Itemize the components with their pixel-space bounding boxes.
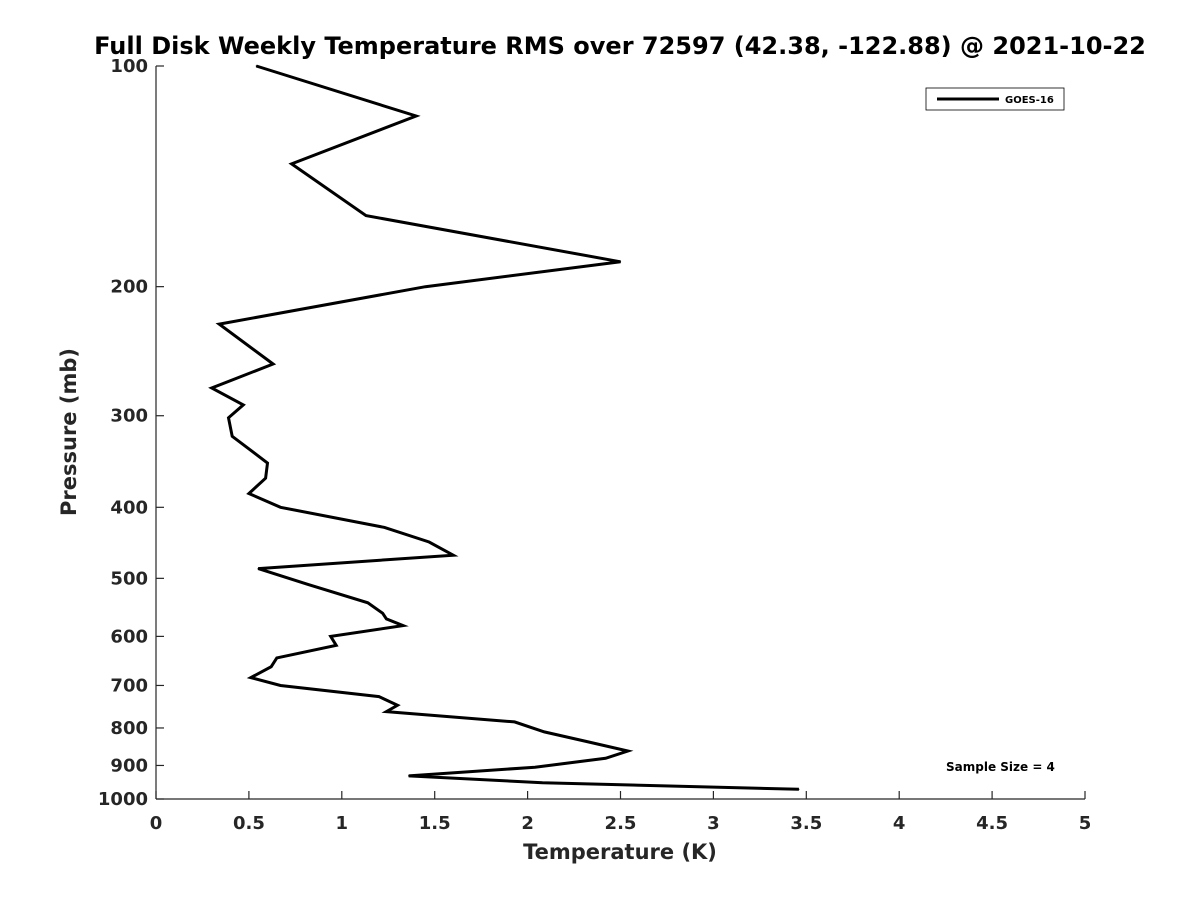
data-point <box>513 721 516 723</box>
data-point <box>211 387 213 389</box>
data-point <box>543 731 545 733</box>
data-point <box>424 286 427 288</box>
x-tick-label: 3.5 <box>790 813 822 834</box>
x-tick-label: 5 <box>1079 813 1092 834</box>
data-point <box>385 711 387 713</box>
data-point <box>272 363 274 365</box>
data-point <box>335 644 337 646</box>
y-tick-label: 200 <box>110 277 148 298</box>
data-point <box>627 750 629 752</box>
data-point <box>605 757 607 759</box>
data-point <box>250 677 252 679</box>
data-point <box>276 657 278 659</box>
data-point <box>415 115 417 117</box>
data-point <box>396 704 399 706</box>
x-ticks: 0 0.5 1 1.5 2 2.5 3 3.5 4 4.5 5 <box>150 791 1092 834</box>
data-point <box>367 602 369 604</box>
data-point <box>257 568 259 570</box>
data-point <box>291 163 293 165</box>
data-point <box>248 492 250 495</box>
y-tick-label: 800 <box>110 718 148 739</box>
y-tick-label: 400 <box>110 497 148 518</box>
legend: GOES-16 <box>925 87 1065 111</box>
data-point <box>265 477 267 479</box>
x-axis-label: Temperature (K) <box>523 840 717 864</box>
data-point <box>365 215 367 217</box>
data-point <box>383 526 386 528</box>
data-point <box>534 766 536 768</box>
data-point <box>378 696 380 698</box>
data-point <box>385 618 387 620</box>
data-point <box>330 635 332 637</box>
y-tick-label: 1000 <box>98 789 148 810</box>
y-tick-label: 900 <box>110 755 148 776</box>
chart-title: Full Disk Weekly Temperature RMS over 72… <box>94 32 1146 60</box>
x-tick-label: 0 <box>150 813 163 834</box>
y-tick-label: 100 <box>110 56 148 77</box>
series-line-goes-16 <box>208 64 799 791</box>
y-tick-label: 300 <box>110 406 148 427</box>
x-tick-label: 3 <box>707 813 720 834</box>
y-axis-label: Pressure (mb) <box>57 348 81 516</box>
data-point <box>541 782 544 784</box>
x-tick-label: 1.5 <box>419 813 451 834</box>
data-point <box>408 775 410 777</box>
y-ticks: 100 200 300 400 500 600 700 800 900 1000 <box>98 56 164 810</box>
x-tick-label: 2 <box>521 813 534 834</box>
data-point <box>255 65 257 67</box>
data-point <box>227 417 230 419</box>
data-point <box>586 740 588 743</box>
x-tick-label: 4 <box>893 813 906 834</box>
data-point <box>242 404 244 406</box>
x-tick-label: 4.5 <box>976 813 1008 834</box>
legend-label-goes-16: GOES-16 <box>1005 95 1054 106</box>
x-tick-label: 1 <box>336 813 349 834</box>
sample-size-annotation: Sample Size = 4 <box>946 760 1055 774</box>
data-point <box>382 612 384 614</box>
y-tick-label: 700 <box>110 675 148 696</box>
data-point <box>307 584 309 586</box>
data-point <box>798 788 800 790</box>
y-tick-label: 500 <box>110 568 148 589</box>
data-point <box>231 435 233 437</box>
x-tick-label: 2.5 <box>605 813 637 834</box>
x-tick-label: 0.5 <box>233 813 265 834</box>
data-point <box>279 506 282 508</box>
data-point <box>266 462 269 464</box>
y-tick-label: 600 <box>110 626 148 647</box>
data-point <box>270 666 272 668</box>
data-point <box>619 261 622 263</box>
data-point <box>279 684 282 687</box>
plot-area: 0 0.5 1 1.5 2 2.5 3 3.5 4 4.5 5 100 200 300 400 500 600… <box>98 56 1091 834</box>
data-point <box>218 323 220 325</box>
data-point <box>452 554 454 556</box>
data-point <box>402 624 404 627</box>
series-group <box>208 64 800 791</box>
data-point <box>428 541 430 543</box>
